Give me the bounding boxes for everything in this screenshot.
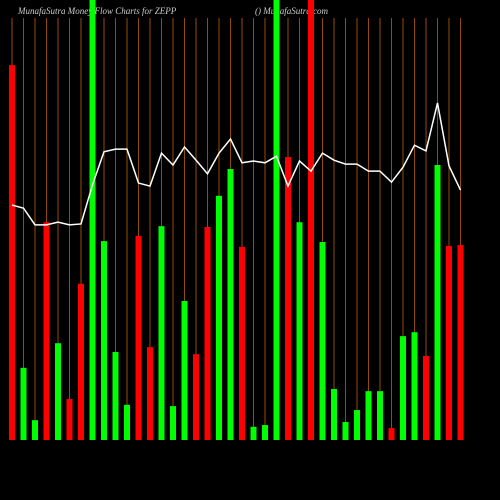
bar (89, 0, 96, 440)
bar (388, 428, 395, 440)
line (11, 102, 462, 226)
bar (170, 406, 176, 440)
bar (227, 168, 234, 440)
bar (319, 242, 326, 440)
bar (78, 283, 84, 440)
bar (9, 65, 15, 441)
bar (20, 367, 27, 440)
bar (112, 352, 119, 440)
bar (55, 343, 61, 440)
bar (158, 226, 165, 440)
bar (377, 391, 383, 440)
bar (124, 404, 130, 440)
bar (181, 300, 188, 440)
bar (331, 388, 337, 440)
bar (411, 332, 418, 440)
bar (216, 195, 222, 440)
chart-subtitle: () MunafaSutra.com (255, 6, 328, 16)
bar (446, 245, 452, 440)
bar (354, 410, 360, 440)
bar (285, 157, 291, 440)
bar (250, 426, 257, 440)
bar (101, 241, 107, 440)
bar (32, 420, 38, 440)
bar (365, 391, 372, 440)
bar (457, 245, 464, 440)
bar (423, 355, 429, 440)
bar (147, 347, 153, 440)
bar (193, 354, 199, 440)
bar (204, 227, 211, 440)
bar (239, 246, 245, 440)
bar (66, 399, 73, 440)
bar (400, 336, 406, 440)
bar (43, 222, 50, 440)
bar (296, 222, 303, 440)
bar (273, 0, 280, 440)
bar (342, 421, 349, 440)
bar (262, 425, 268, 440)
chart-title: MunafaSutra Money Flow Charts for ZEPP (17, 6, 177, 16)
bar (135, 235, 142, 440)
bar (308, 0, 314, 440)
bar (434, 165, 441, 440)
